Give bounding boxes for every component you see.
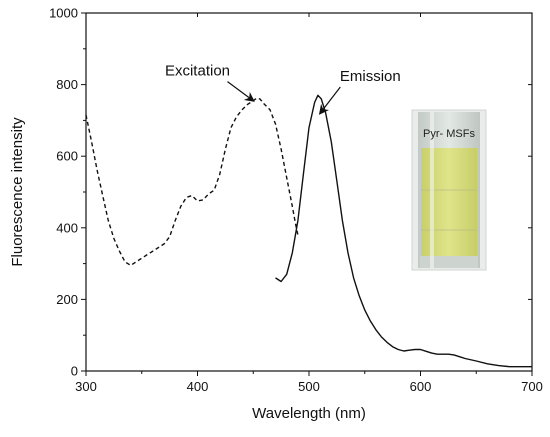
y-tick-label: 200: [56, 292, 78, 307]
x-tick-label: 400: [187, 379, 209, 394]
series-line-excitation: [85, 97, 299, 267]
annotation-excitation: Excitation: [165, 63, 230, 80]
annotation-arrow-emission: [318, 86, 341, 115]
series-line-emission: [275, 94, 532, 368]
cuvette-liquid: [421, 148, 477, 256]
annotation-emission: Emission: [340, 68, 401, 85]
annotation-layer: Excitation Emission: [165, 63, 401, 115]
x-tick-label: 700: [521, 379, 543, 394]
x-axis-ticks: 300 400 500 600 700: [75, 13, 543, 394]
y-tick-label: 0: [71, 364, 78, 379]
inset-label: Pyr- MSFs: [423, 128, 475, 140]
y-axis-title: Fluorescence intensity: [9, 117, 26, 267]
y-tick-label: 400: [56, 220, 78, 235]
y-tick-label: 600: [56, 149, 78, 164]
series-layer: [85, 94, 532, 368]
y-tick-label: 1000: [49, 6, 78, 21]
x-tick-label: 600: [410, 379, 432, 394]
annotation-arrow-excitation: [227, 81, 255, 102]
x-tick-label: 500: [298, 379, 320, 394]
y-axis-ticks: 0 200 400 600 800 1000: [49, 6, 532, 379]
y-tick-label: 800: [56, 77, 78, 92]
x-axis-title: Wavelength (nm): [252, 405, 366, 422]
cuvette-inset-image: Pyr- MSFs: [411, 109, 487, 271]
x-tick-label: 300: [75, 379, 97, 394]
